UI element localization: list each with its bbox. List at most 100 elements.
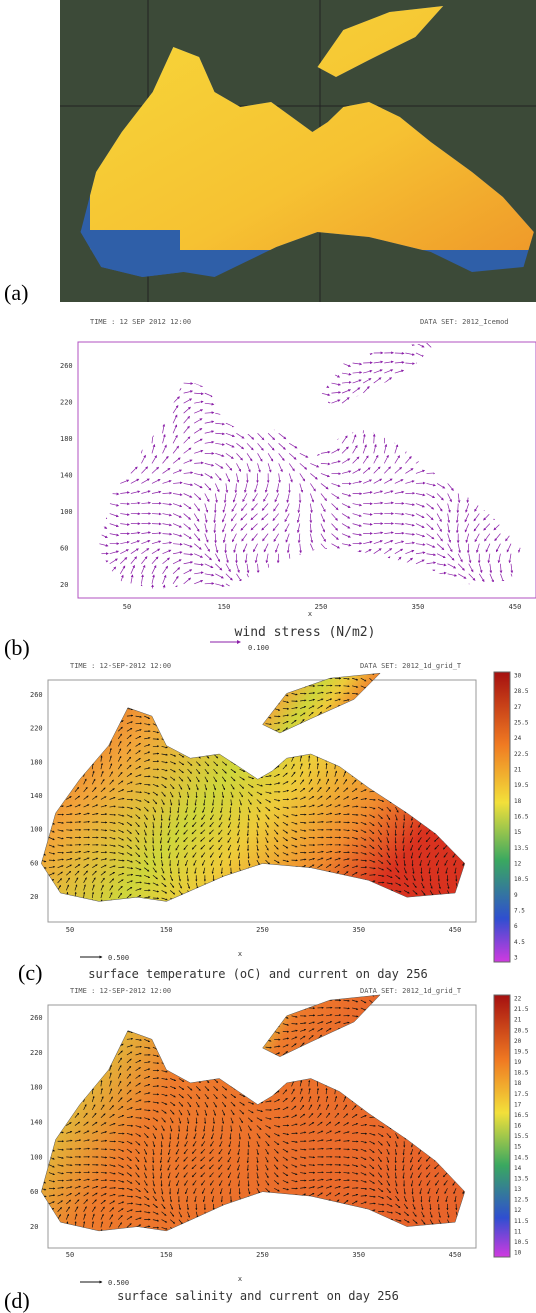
vector bbox=[49, 992, 55, 994]
vector bbox=[32, 815, 37, 819]
colorbar-label: 13.5 bbox=[514, 1175, 529, 1182]
colorbar-label: 25.5 bbox=[514, 720, 529, 727]
y-tick-label: 220 bbox=[30, 725, 43, 733]
vector bbox=[40, 837, 45, 841]
vector bbox=[32, 766, 37, 769]
y-tick-label: 20 bbox=[30, 893, 38, 901]
y-tick-label: 220 bbox=[60, 399, 73, 407]
vector bbox=[136, 671, 139, 676]
vector bbox=[201, 671, 205, 675]
colorbar-label: 12 bbox=[514, 1207, 522, 1214]
vector bbox=[343, 671, 349, 672]
vector bbox=[257, 992, 258, 998]
vector bbox=[452, 671, 456, 675]
colorbar-label: 9 bbox=[514, 892, 518, 899]
vector bbox=[418, 1000, 421, 1005]
vector bbox=[387, 671, 389, 677]
colorbar-label: 21 bbox=[514, 767, 522, 774]
plot-title: wind stress (N/m2) bbox=[235, 625, 376, 640]
vector bbox=[218, 1000, 222, 1005]
vector bbox=[184, 1000, 188, 1004]
vector bbox=[101, 671, 107, 672]
colorbar-label: 11 bbox=[514, 1228, 522, 1235]
vector bbox=[426, 1000, 430, 1004]
y-tick-label: 260 bbox=[60, 362, 73, 370]
vector bbox=[40, 749, 44, 754]
colorbar-label: 13 bbox=[514, 1186, 522, 1193]
vector bbox=[40, 992, 45, 996]
vector bbox=[434, 1000, 438, 1004]
colorbar-label: 7.5 bbox=[514, 908, 525, 915]
vector bbox=[49, 671, 55, 673]
vector bbox=[32, 1067, 37, 1071]
vector bbox=[32, 1180, 37, 1184]
y-tick-label: 140 bbox=[60, 472, 73, 480]
colorbar bbox=[494, 672, 510, 962]
colorbar-label: 30 bbox=[514, 673, 522, 680]
vector bbox=[32, 1075, 37, 1079]
vector bbox=[300, 1000, 306, 1001]
vector bbox=[32, 868, 38, 870]
vector bbox=[274, 1000, 278, 1005]
y-tick-label: 60 bbox=[30, 859, 38, 867]
vector bbox=[32, 716, 38, 717]
colorbar-label: 20 bbox=[514, 1038, 522, 1045]
y-tick-label: 60 bbox=[60, 545, 68, 553]
vector bbox=[471, 992, 474, 997]
vector bbox=[32, 882, 38, 883]
panel-label: (a) bbox=[4, 280, 28, 305]
vector bbox=[40, 815, 45, 817]
y-tick-label: 20 bbox=[60, 581, 68, 589]
x-tick-label: 250 bbox=[256, 926, 269, 934]
vector bbox=[40, 1216, 45, 1220]
y-tick-label: 100 bbox=[60, 508, 73, 516]
vector bbox=[32, 1133, 37, 1136]
vector bbox=[292, 671, 298, 673]
vector bbox=[118, 671, 123, 674]
x-tick-label: 450 bbox=[449, 1251, 462, 1259]
vector bbox=[32, 902, 37, 906]
vector bbox=[292, 1000, 298, 1002]
vector bbox=[32, 1232, 37, 1236]
time-label: TIME : 12-SEP-2012 12:00 bbox=[70, 987, 171, 995]
vector bbox=[101, 1000, 107, 1001]
time-label: TIME : 12-SEP-2012 12:00 bbox=[70, 662, 171, 670]
vector bbox=[66, 671, 72, 672]
vector bbox=[32, 701, 37, 704]
time-label: TIME : 12 SEP 2012 12:00 bbox=[90, 318, 191, 326]
vector bbox=[40, 874, 46, 875]
vector bbox=[40, 1231, 44, 1236]
vector bbox=[40, 782, 45, 785]
x-tick-label: 450 bbox=[509, 603, 522, 611]
vector bbox=[283, 992, 288, 995]
x-tick-label: 150 bbox=[218, 603, 231, 611]
vector bbox=[176, 992, 179, 997]
vector bbox=[32, 888, 38, 890]
panel-label: (b) bbox=[4, 635, 30, 660]
vector bbox=[218, 992, 222, 997]
vector bbox=[40, 742, 44, 747]
vector bbox=[434, 671, 438, 675]
vector bbox=[32, 783, 38, 784]
dataset-label: DATA SET: 2012_Icemod bbox=[420, 318, 509, 326]
colorbar-label: 19 bbox=[514, 1059, 522, 1066]
x-tick-label: 50 bbox=[123, 603, 131, 611]
y-tick-label: 220 bbox=[30, 1049, 43, 1057]
vector bbox=[361, 671, 366, 674]
vector bbox=[101, 678, 107, 679]
vector bbox=[200, 1000, 204, 1004]
y-tick-label: 100 bbox=[30, 826, 43, 834]
panel-label: (c) bbox=[18, 960, 42, 985]
vector bbox=[228, 992, 231, 997]
colorbar-label: 10 bbox=[514, 1250, 522, 1257]
x-tick-label: 250 bbox=[256, 1251, 269, 1259]
reference-value: 0.100 bbox=[248, 644, 269, 652]
colorbar-label: 10.5 bbox=[514, 1239, 529, 1246]
vector bbox=[238, 992, 240, 998]
vector bbox=[209, 1000, 213, 1004]
vector bbox=[40, 1024, 46, 1026]
colorbar-label: 17 bbox=[514, 1101, 522, 1108]
vector bbox=[58, 678, 64, 679]
vector bbox=[40, 1141, 45, 1143]
